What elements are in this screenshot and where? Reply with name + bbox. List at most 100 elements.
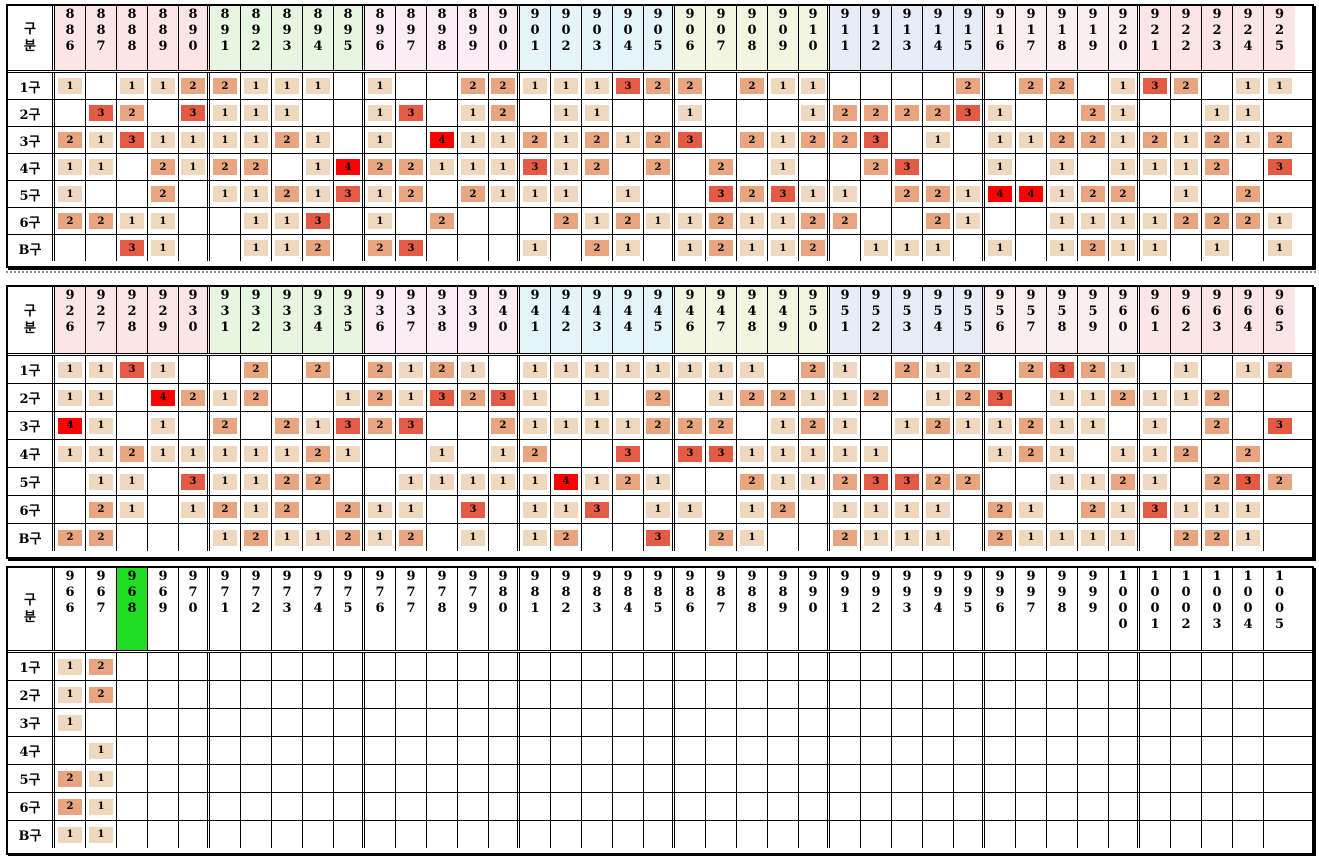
count-chip: 1 <box>306 159 330 175</box>
grid-cell: 1 <box>458 127 489 153</box>
count-chip: 4 <box>988 186 1012 202</box>
column-header-digit: 3 <box>406 304 416 319</box>
count-chip: 1 <box>306 132 330 148</box>
grid-cell: 1 <box>923 235 954 261</box>
grid-cell <box>675 821 706 848</box>
count-chip: 2 <box>1205 417 1229 434</box>
grid-cell <box>520 681 551 708</box>
count-chip: 2 <box>1174 529 1198 546</box>
grid-cell <box>1016 737 1047 764</box>
row-label: 6구 <box>8 208 55 234</box>
column-header-digit: 0 <box>188 39 198 54</box>
column-header-digit: 9 <box>1150 7 1160 22</box>
grid-cell: 1 <box>985 440 1016 467</box>
grid-cell: 2 <box>582 154 613 180</box>
count-chip: 1 <box>740 529 764 546</box>
grid-cell <box>892 208 923 234</box>
column-header-digit: 9 <box>375 569 385 584</box>
column-header-digit: 2 <box>1181 617 1191 632</box>
grid-cell <box>706 100 737 126</box>
grid-cell: 1 <box>799 100 830 126</box>
column-header-digit: 9 <box>498 288 508 303</box>
grid-cell: 1 <box>1171 181 1202 207</box>
grid-cell: 1 <box>1047 440 1078 467</box>
grid-cell <box>1078 765 1109 792</box>
grid-cell: 1 <box>148 412 179 439</box>
grid-cell: 1 <box>241 440 272 467</box>
column-header-digit: 4 <box>747 304 757 319</box>
grid-cell: 3 <box>396 412 427 439</box>
column-header-digit: 3 <box>375 304 385 319</box>
grid-cell <box>334 127 365 153</box>
count-chip: 2 <box>181 389 205 406</box>
column-header-digit: 9 <box>282 288 292 303</box>
column-header-digit: 8 <box>375 7 385 22</box>
column-header-digit: 9 <box>840 288 850 303</box>
count-chip: 2 <box>399 529 423 546</box>
count-chip: 2 <box>430 213 454 229</box>
grid-cell <box>1140 524 1171 551</box>
column-header-digit: 0 <box>1118 601 1128 616</box>
count-chip: 2 <box>151 159 175 175</box>
column-header-digit: 3 <box>592 320 602 335</box>
column-header-digit: 9 <box>778 39 788 54</box>
grid-row: 6구 2 1 <box>8 793 1312 821</box>
column-header-digit: 2 <box>561 601 571 616</box>
grid-cell: 2 <box>644 73 675 99</box>
grid-cell: 1 <box>148 208 179 234</box>
grid-cell: 1 <box>117 496 148 523</box>
grid-cell: 1 <box>737 524 768 551</box>
grid-cell: 1 <box>830 496 861 523</box>
count-chip: 1 <box>306 78 330 94</box>
grid-cell <box>303 100 334 126</box>
count-chip: 2 <box>1236 186 1260 202</box>
grid-cell: 2 <box>396 181 427 207</box>
column-header-digit: 9 <box>1026 585 1036 600</box>
column-header-digit: 1 <box>1118 569 1128 584</box>
column-header-digit: 9 <box>1243 7 1253 22</box>
grid-cell <box>1047 765 1078 792</box>
count-chip: 1 <box>585 361 609 378</box>
row-label: 5구 <box>8 181 55 207</box>
column-header-digit: 8 <box>437 7 447 22</box>
grid-cell <box>737 412 768 439</box>
grid-cell: 2 <box>644 127 675 153</box>
grid-cell: 1 <box>241 73 272 99</box>
grid-cell <box>1202 181 1233 207</box>
count-chip: 2 <box>213 78 237 94</box>
column-header-digit: 9 <box>127 569 137 584</box>
count-chip: 1 <box>1050 417 1074 434</box>
grid-cell <box>458 765 489 792</box>
column-header-digit: 1 <box>530 601 540 616</box>
grid-cell: 2 <box>148 154 179 180</box>
grid-cell <box>799 154 830 180</box>
column-header-digit: 1 <box>1181 569 1191 584</box>
grid-cell <box>861 709 892 736</box>
column-header-digit: 6 <box>375 39 385 54</box>
column-header-digit: 9 <box>1150 288 1160 303</box>
count-chip: 1 <box>523 529 547 546</box>
count-chip: 2 <box>1019 445 1043 462</box>
column-header-digit: 3 <box>902 601 912 616</box>
grid-cell: 1 <box>1109 235 1140 261</box>
grid-cell: 2 <box>86 208 117 234</box>
column-header-digit: 4 <box>313 320 323 335</box>
grid-cell: 2 <box>830 468 861 495</box>
count-chip: 1 <box>213 473 237 490</box>
grid-cell: 1 <box>396 468 427 495</box>
column-header-digit: 9 <box>158 601 168 616</box>
column-header-digit: 9 <box>1057 569 1067 584</box>
grid-cell: 1 <box>861 524 892 551</box>
grid-cell: 1 <box>768 127 799 153</box>
count-chip: 1 <box>58 159 82 175</box>
grid-cell: 1 <box>520 356 551 383</box>
count-chip: 2 <box>926 417 950 434</box>
